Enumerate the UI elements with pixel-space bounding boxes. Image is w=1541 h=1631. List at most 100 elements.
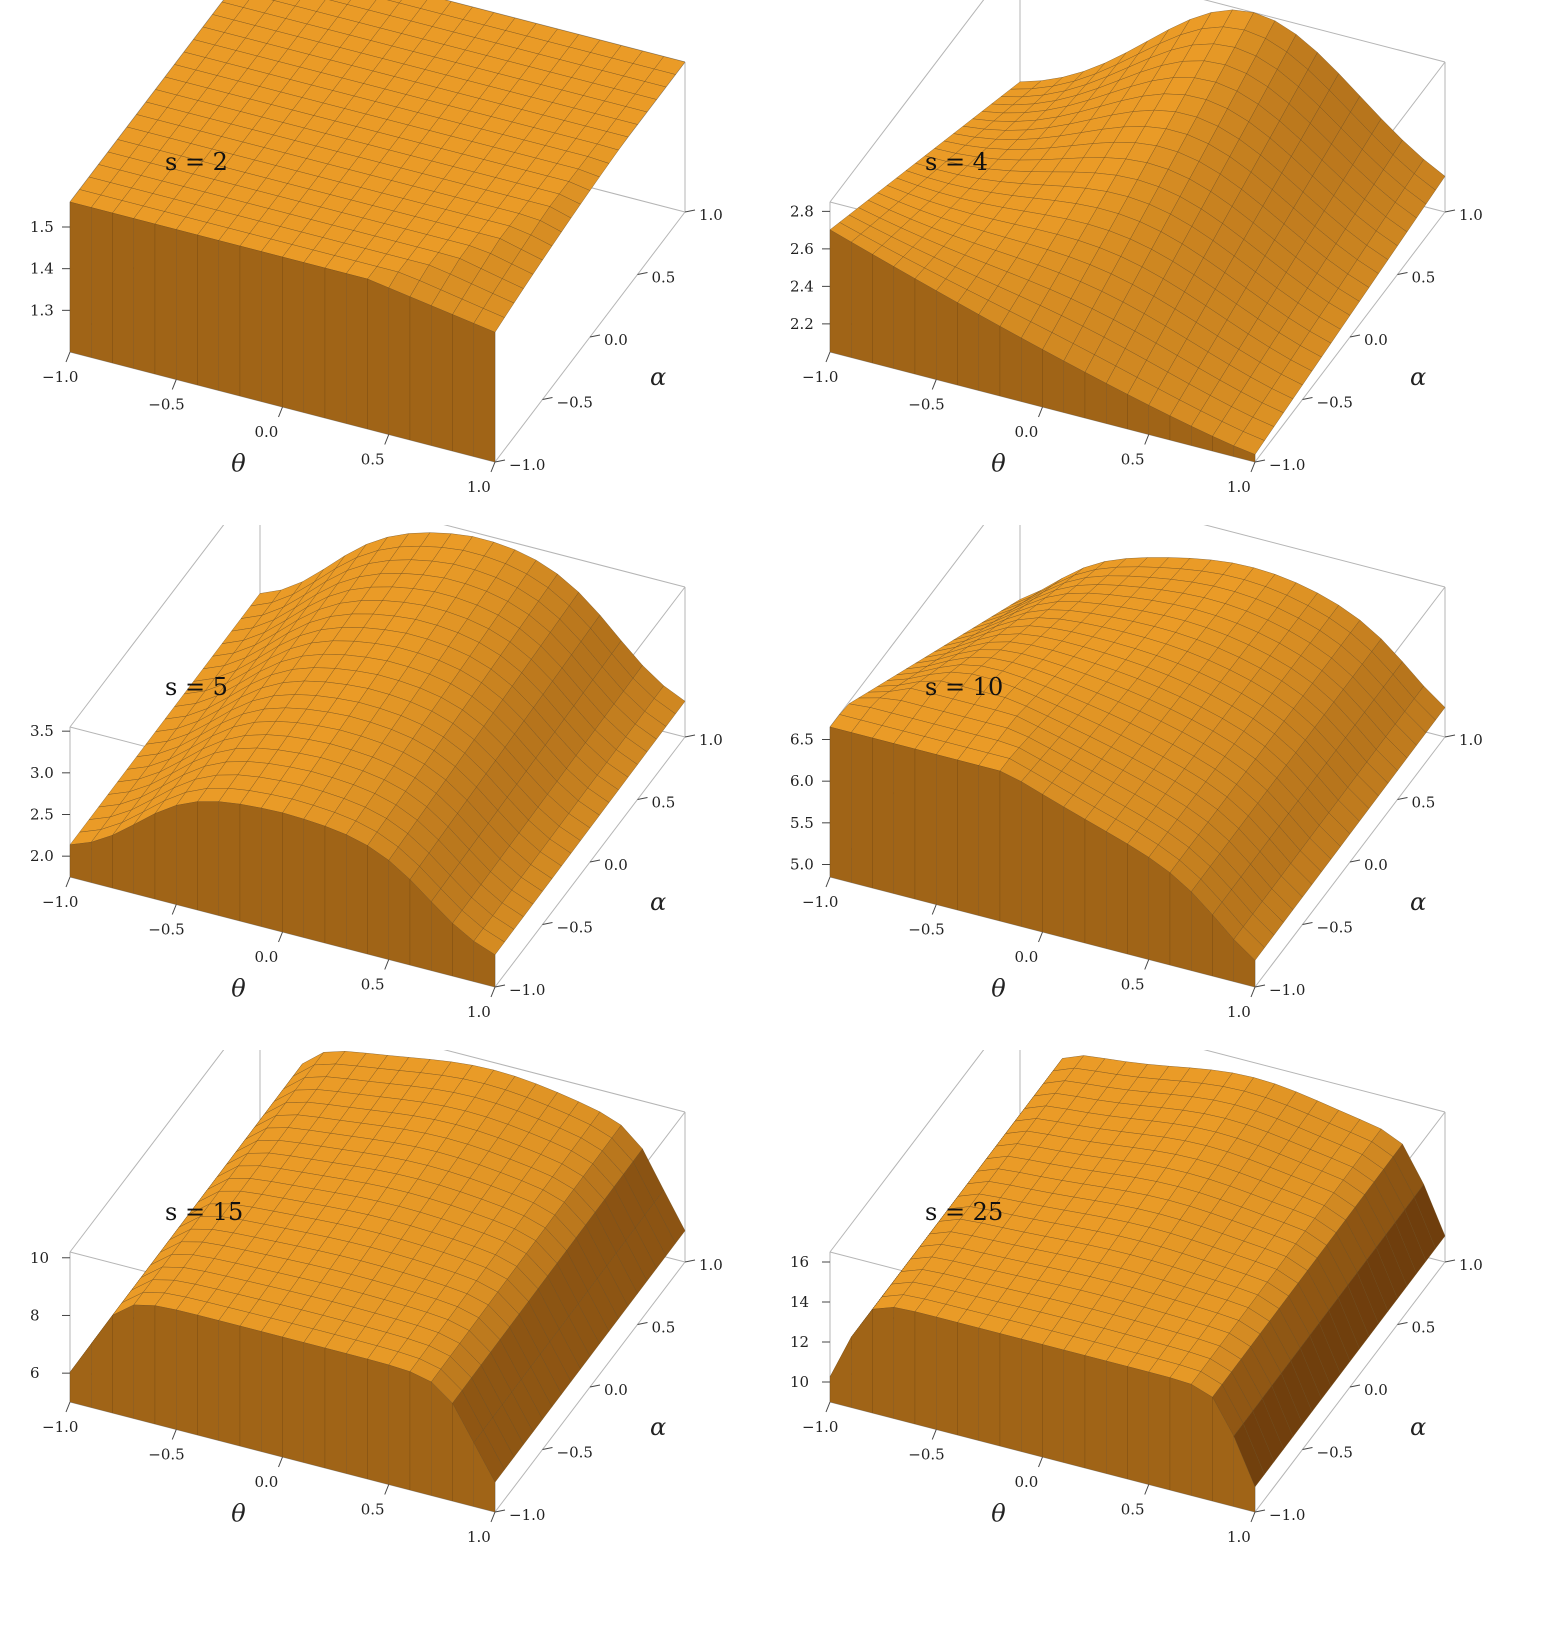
- theta-axis-ticks: −1.0 −0.5 0.0 0.5 1.0: [802, 351, 1256, 496]
- z-axis-ticks: 2.0 2.5 3.0 3.5: [30, 722, 70, 865]
- surface-plot-s4: −1.0−0.50.00.51.0θ −1.0−0.50.00.51.0α2.22…: [790, 0, 1483, 496]
- surface-panel-s4: −1.0 −0.5 0.0 0.5 1.0 θ −1.0 −0.5 0.0 0.5 1.0 α 2.2 2…: [760, 0, 1520, 540]
- z-tick-label: 10: [790, 1373, 809, 1391]
- alpha-axis-ticks: −1.0 −0.5 0.0 0.5 1.0: [1254, 1256, 1483, 1524]
- surface-plot-s15: −1.0 −0.5 0.0 0.5 1.0 θ −1.0 −0.5 0.0 0.5 1.0 α 6 8 10…: [30, 1050, 723, 1546]
- theta-axis-ticks: −1.0 −0.5 0.0 0.5 1.0: [802, 876, 1256, 1021]
- alpha-tick-label: −1.0: [1269, 981, 1305, 999]
- z-tick-label: 10: [30, 1249, 49, 1267]
- theta-tick-label: −1.0: [42, 368, 78, 386]
- theta-tick-label: 0.5: [361, 1501, 385, 1519]
- alpha-tick-label: 1.0: [1459, 731, 1483, 749]
- theta-tick-label: 1.0: [1227, 1003, 1251, 1021]
- alpha-tick-label: −0.5: [557, 919, 593, 937]
- theta-tick-label: −0.5: [148, 921, 184, 939]
- theta-tick-label: 0.0: [255, 1473, 279, 1491]
- alpha-tick-label: 0.0: [604, 1381, 628, 1399]
- z-axis-ticks: 1.3 1.4 1.5: [30, 218, 70, 319]
- theta-tick-label: −0.5: [148, 1446, 184, 1464]
- alpha-tick-label: −0.5: [1317, 919, 1353, 937]
- z-tick-label: 3.0: [30, 764, 54, 782]
- theta-tick-label: −1.0: [802, 1418, 838, 1436]
- theta-axis-label: θ: [991, 1500, 1006, 1528]
- alpha-tick-label: −1.0: [509, 1506, 545, 1524]
- alpha-tick-label: −1.0: [1269, 456, 1305, 474]
- alpha-tick-label: 0.5: [1412, 1319, 1436, 1337]
- theta-tick-label: 1.0: [1227, 478, 1251, 496]
- z-tick-label: 2.4: [790, 277, 814, 295]
- theta-tick-label: −0.5: [148, 396, 184, 414]
- alpha-tick-label: −0.5: [557, 394, 593, 412]
- surface: [829, 9, 1446, 463]
- theta-axis-label: θ: [231, 975, 246, 1003]
- alpha-axis-ticks: −1.0 −0.5 0.0 0.5 1.0: [1254, 206, 1483, 474]
- alpha-axis-label: α: [650, 363, 666, 391]
- theta-tick-label: −1.0: [802, 893, 838, 911]
- surface-panel-s25: −1.0 −0.5 0.0 0.5 1.0 θ −1.0 −0.5 0.0 0.5 1.0 α 10 12…: [760, 1050, 1520, 1590]
- alpha-tick-label: 1.0: [699, 1256, 723, 1274]
- alpha-tick-label: 0.0: [604, 856, 628, 874]
- theta-axis-label: θ: [231, 450, 246, 478]
- theta-tick-label: 0.5: [1121, 976, 1145, 994]
- surface-panel-s15: −1.0 −0.5 0.0 0.5 1.0 θ −1.0 −0.5 0.0 0.5 1.0 α 6 8 10…: [0, 1050, 760, 1590]
- alpha-axis-ticks: −1.0 −0.5 0.0 0.5 1.0: [494, 1256, 723, 1524]
- alpha-axis-ticks: −1.0 −0.5 0.0 0.5 1.0: [1254, 731, 1483, 999]
- theta-tick-label: −0.5: [908, 921, 944, 939]
- alpha-axis-label: α: [1410, 363, 1426, 391]
- alpha-tick-label: −0.5: [1317, 1444, 1353, 1462]
- z-axis-ticks: 6 8 10: [30, 1249, 70, 1382]
- z-tick-label: 1.4: [30, 260, 54, 278]
- theta-axis-label: θ: [991, 450, 1006, 478]
- alpha-tick-label: 1.0: [699, 206, 723, 224]
- alpha-tick-label: −0.5: [1317, 394, 1353, 412]
- alpha-tick-label: −1.0: [1269, 1506, 1305, 1524]
- alpha-tick-label: −1.0: [509, 981, 545, 999]
- z-axis-ticks: 5.0 5.5 6.0 6.5: [790, 731, 830, 874]
- z-tick-label: 6.5: [790, 731, 814, 749]
- alpha-tick-label: −0.5: [557, 1444, 593, 1462]
- alpha-tick-label: 0.0: [1364, 1381, 1388, 1399]
- theta-axis-label: θ: [991, 975, 1006, 1003]
- theta-tick-label: −0.5: [908, 1446, 944, 1464]
- surface-panel-s5: −1.0 −0.5 0.0 0.5 1.0 θ −1.0 −0.5 0.0 0.5 1.0 α 2.0 2…: [0, 525, 760, 1065]
- alpha-axis-label: α: [1410, 888, 1426, 916]
- theta-tick-label: −1.0: [42, 1418, 78, 1436]
- theta-axis-ticks: −1.0 −0.5 0.0 0.5 1.0: [42, 1401, 496, 1546]
- alpha-tick-label: 1.0: [1459, 206, 1483, 224]
- z-tick-label: 3.5: [30, 722, 54, 740]
- surface-plot-s10: −1.0−0.50.00.51.0θ −1.0−0.50.00.51.0α5.05…: [790, 525, 1483, 1021]
- theta-tick-label: 0.5: [361, 976, 385, 994]
- z-tick-label: 2.8: [790, 202, 814, 220]
- z-tick-label: 2.2: [790, 315, 814, 333]
- surface-panel-s10: −1.0 −0.5 0.0 0.5 1.0 θ −1.0 −0.5 0.0 0.5 1.0 α 5.0 5…: [760, 525, 1520, 1065]
- z-tick-label: 16: [790, 1253, 809, 1271]
- alpha-axis-label: α: [1410, 1413, 1426, 1441]
- z-tick-label: 6.0: [790, 772, 814, 790]
- theta-tick-label: 0.0: [1015, 1473, 1039, 1491]
- panel-label: s = 15: [165, 1198, 243, 1226]
- alpha-axis-label: α: [650, 888, 666, 916]
- alpha-tick-label: 1.0: [699, 731, 723, 749]
- alpha-tick-label: 0.5: [652, 1319, 676, 1337]
- z-tick-label: 2.5: [30, 806, 54, 824]
- panel-label: s = 4: [925, 148, 988, 176]
- theta-tick-label: 0.0: [1015, 948, 1039, 966]
- z-tick-label: 8: [30, 1306, 40, 1324]
- panel-label: s = 10: [925, 673, 1003, 701]
- surface-plot-s2: −1.0−0.50.00.51.0θ −1.0−0.50.00.51.0α1.31…: [30, 0, 723, 496]
- surface-panel-s2: −1.0 −0.5 0.0 0.5 1.0 θ −1.0 −0.5 0.0 0.5 1.0 α 1.3 1…: [0, 0, 760, 540]
- theta-tick-label: 0.0: [255, 423, 279, 441]
- alpha-tick-label: 0.5: [652, 794, 676, 812]
- theta-tick-label: 1.0: [467, 1528, 491, 1546]
- theta-tick-label: −1.0: [42, 893, 78, 911]
- theta-tick-label: 0.0: [255, 948, 279, 966]
- z-tick-label: 14: [790, 1293, 809, 1311]
- surface: [69, 532, 686, 988]
- surface: [829, 557, 1446, 988]
- theta-tick-label: −0.5: [908, 396, 944, 414]
- alpha-tick-label: 0.5: [652, 269, 676, 287]
- z-tick-label: 6: [30, 1364, 40, 1382]
- surface: [69, 0, 686, 463]
- theta-tick-label: 1.0: [467, 478, 491, 496]
